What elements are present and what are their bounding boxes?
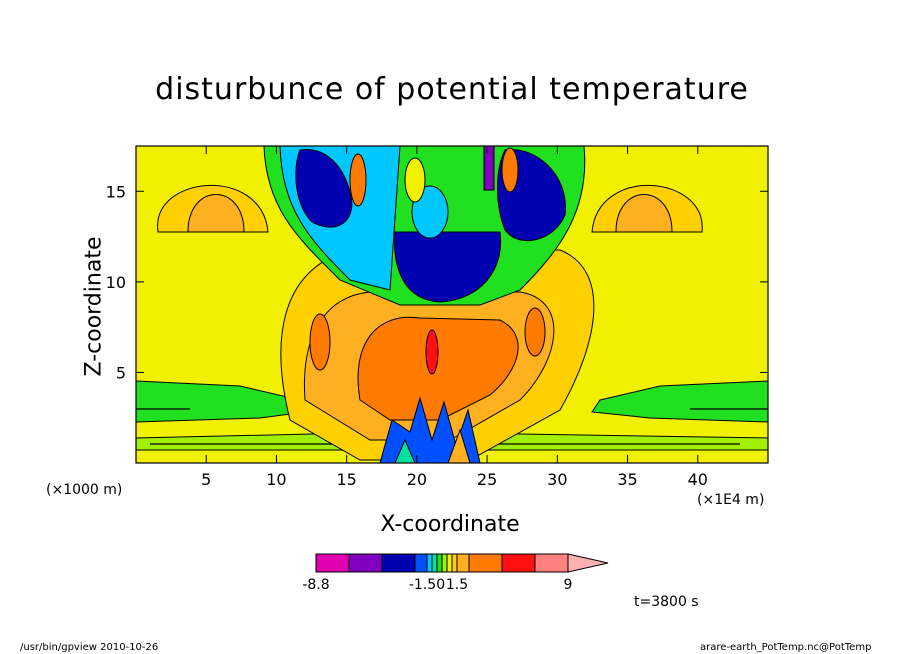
colorbar-segment: [426, 553, 433, 573]
y-tick-label: 10: [106, 273, 126, 292]
warm-core-left: [309, 313, 331, 371]
green-band-right: [591, 380, 768, 423]
x-tick-label: 40: [688, 470, 708, 489]
x-tick-label: 15: [336, 470, 356, 489]
cyan-pocket: [411, 185, 449, 239]
x-tick-label: 25: [477, 470, 497, 489]
cold-extreme-strip: [483, 146, 495, 191]
y-tick-label: 15: [106, 182, 126, 201]
footer-left: /usr/bin/gpview 2010-10-26: [20, 642, 159, 653]
colorbar-segment: [441, 553, 448, 573]
colorbar-segment: [534, 553, 569, 573]
colorbar-segment: [348, 553, 383, 573]
x-tick-label: 30: [547, 470, 567, 489]
colorbar-tick-label: 1.5: [446, 577, 468, 593]
yellow-pocket: [404, 157, 426, 203]
chart-title: disturbunce of potential temperature: [155, 72, 749, 107]
hot-core: [425, 329, 439, 375]
left-dome-inner: [187, 194, 245, 233]
y-tick-label: 5: [116, 363, 126, 382]
colorbar-segment: [436, 553, 443, 573]
x-tick-label: 10: [266, 470, 286, 489]
warm-spot-left: [349, 153, 367, 207]
warm-spot-right: [501, 147, 519, 193]
colorbar-segment: [456, 553, 470, 573]
footer-right: arare-earth_PotTemp.nc@PotTemp: [700, 642, 872, 653]
x-axis-title: X-coordinate: [380, 512, 520, 537]
colorbar-segment: [446, 553, 453, 573]
colorbar-tick-label: -1.50: [409, 577, 445, 593]
colorbar-segment: [451, 553, 458, 573]
colorbar-arrow: [567, 553, 609, 573]
colorbar-segment: [315, 553, 350, 573]
colorbar: -8.8 -1.50 1.5 9: [302, 553, 609, 593]
colorbar-tick-label: -8.8: [302, 577, 329, 593]
y-axis-title: Z-coordinate: [81, 236, 107, 377]
warm-plume-inner: [357, 316, 519, 421]
x-tick-label: 20: [407, 470, 427, 489]
contour-field: [136, 146, 768, 463]
warm-core-right: [524, 307, 546, 357]
colorbar-segment: [431, 553, 438, 573]
plot-frame: [135, 145, 769, 464]
colorbar-segment: [501, 553, 536, 573]
z-units-label: (×1000 m): [46, 482, 123, 498]
colorbar-segment: [468, 553, 503, 573]
right-dome-inner: [615, 194, 673, 233]
colorbar-tick-label: 9: [564, 577, 573, 593]
y-axis: 5 10 15: [106, 182, 768, 382]
cold-core: [394, 231, 502, 303]
cold-left-lobe: [295, 149, 353, 228]
x-tick-label: 35: [617, 470, 637, 489]
colorbar-segment: [414, 553, 428, 573]
colorbar-segment: [381, 553, 416, 573]
x-tick-label: 5: [201, 470, 211, 489]
x-units-label: (×1E4 m): [697, 492, 765, 508]
x-axis: 5 10 15 20 25 30 35 40: [201, 146, 708, 489]
time-label: t=3800 s: [634, 594, 699, 610]
